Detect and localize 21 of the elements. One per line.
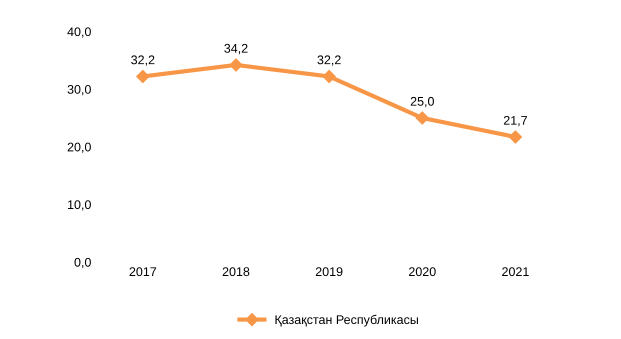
y-tick-label: 10,0 (68, 200, 91, 211)
point (322, 70, 336, 84)
y-tick-label: 20,0 (68, 142, 91, 153)
data-label: 21,7 (504, 116, 527, 126)
x-tick-label: 2021 (502, 267, 529, 276)
data-label: 25,0 (410, 96, 434, 108)
legend-label: Қазақстан Республикасы (275, 314, 418, 327)
y-tick-label: 40,0 (67, 27, 91, 38)
data-label: 32,2 (131, 55, 154, 66)
y-tick-label: 30,0 (68, 84, 91, 96)
point (229, 58, 243, 72)
x-tick-label: 2018 (222, 267, 250, 276)
point (508, 130, 522, 144)
point (136, 70, 150, 84)
data-label: 32,2 (317, 55, 341, 66)
x-tick-label: 2020 (409, 267, 436, 276)
x-tick-label: 2019 (316, 267, 342, 276)
point (416, 111, 429, 125)
data-label: 34,2 (224, 44, 248, 54)
x-tick-label: 2017 (130, 267, 156, 276)
y-tick-label: 0,0 (74, 258, 91, 268)
